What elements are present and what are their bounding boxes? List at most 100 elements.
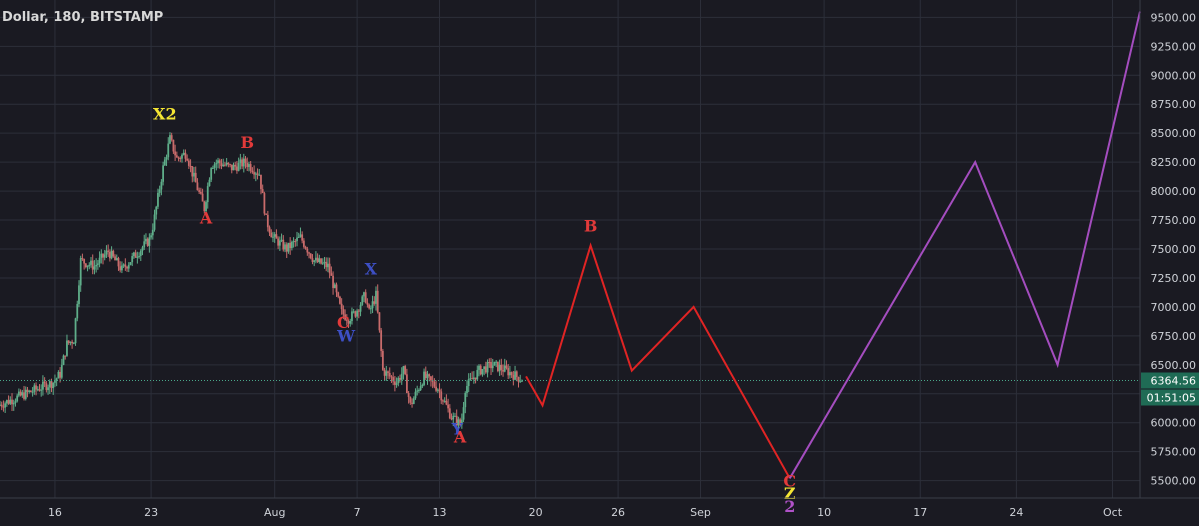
candle-body [59, 371, 61, 378]
candle-body [349, 321, 352, 324]
candle-body [172, 139, 175, 152]
candle-body [289, 242, 292, 249]
candle-body [263, 193, 266, 214]
candle-body [186, 158, 189, 161]
candle-body [203, 201, 206, 212]
candle-body [253, 172, 255, 175]
candle-body [510, 372, 513, 376]
candle-body [467, 379, 470, 387]
candle-body [136, 256, 139, 258]
candle-body [318, 258, 321, 263]
candle-body [478, 365, 480, 370]
candle-body [86, 265, 89, 268]
candle-body [352, 311, 355, 313]
candle-body [218, 160, 221, 164]
candle-body [179, 158, 182, 160]
candle-body [254, 173, 257, 175]
last-price-tag [1141, 372, 1199, 389]
candle-body [48, 381, 51, 388]
candle-body [472, 377, 475, 380]
candle-body [210, 168, 213, 180]
candle-body [131, 256, 134, 263]
candle-body [91, 260, 94, 270]
candle-body [390, 376, 393, 378]
candle-body [110, 250, 113, 259]
candle-body [450, 418, 453, 420]
candle-body [503, 365, 506, 372]
x-tick-label: 26 [611, 506, 625, 519]
candle-body [383, 369, 386, 376]
candle-body [320, 258, 322, 264]
candle-body [62, 355, 65, 365]
candle-body [509, 372, 511, 376]
candle-body [64, 355, 67, 357]
candle-body [4, 403, 7, 408]
symbol-title: Dollar, 180, BITSTAMP [2, 10, 164, 25]
candle-body [282, 239, 285, 250]
y-tick-label: 6500.00 [1151, 359, 1197, 372]
x-tick-label: 13 [433, 506, 447, 519]
candle-body [9, 399, 12, 404]
candle-body [143, 241, 146, 248]
wave-label: 2 [784, 497, 795, 516]
candle-body [244, 158, 247, 164]
candle-body [78, 285, 80, 305]
candle-body [184, 152, 187, 159]
candle-body [138, 255, 140, 257]
candle-body [127, 264, 130, 269]
wave-label: A [199, 209, 213, 228]
candle-body [122, 264, 125, 266]
candle-body [52, 382, 55, 389]
candle-body [521, 380, 523, 382]
candle-body [306, 248, 309, 253]
x-tick-label: 7 [354, 506, 361, 519]
candle-body [7, 400, 10, 404]
candle-body [155, 206, 158, 215]
candle-body [35, 385, 37, 390]
candle-body [294, 241, 297, 243]
candle-body [234, 164, 237, 167]
candle-body [438, 389, 441, 392]
candle-body [236, 166, 238, 171]
candle-body [90, 260, 92, 265]
candle-body [84, 263, 87, 268]
candle-body [299, 234, 302, 237]
candle-body [471, 378, 474, 380]
candle-body [431, 380, 434, 382]
candle-body [169, 135, 171, 144]
candle-body [270, 232, 273, 238]
candle-body [430, 376, 432, 381]
candle-body [21, 392, 24, 396]
candle-body [505, 365, 508, 369]
candle-body [11, 399, 13, 405]
candle-body [266, 214, 269, 228]
candle-body [285, 244, 288, 252]
candle-body [112, 250, 115, 257]
candle-body [462, 407, 465, 420]
candle-body [275, 234, 278, 239]
grid [0, 0, 1140, 498]
candle-body [469, 378, 472, 380]
candle-body [397, 378, 400, 384]
wave-label: B [584, 217, 598, 236]
candle-body [246, 163, 249, 168]
y-tick-label: 6000.00 [1151, 417, 1197, 430]
candle-body [43, 381, 46, 384]
candle-body [371, 301, 374, 309]
candle-body [120, 265, 123, 271]
price-tags: 6364.56 01:51:05 [1141, 372, 1199, 406]
y-tick-label: 7250.00 [1151, 272, 1197, 285]
candle-body [297, 236, 300, 238]
candle-body [239, 159, 242, 163]
candle-body [359, 304, 362, 312]
candle-body [491, 365, 494, 369]
candle-body [241, 159, 243, 167]
candle-body [405, 374, 408, 394]
candle-body [222, 164, 225, 167]
candle-body [412, 398, 415, 404]
candle-body [133, 252, 135, 257]
candle-body [55, 378, 58, 381]
